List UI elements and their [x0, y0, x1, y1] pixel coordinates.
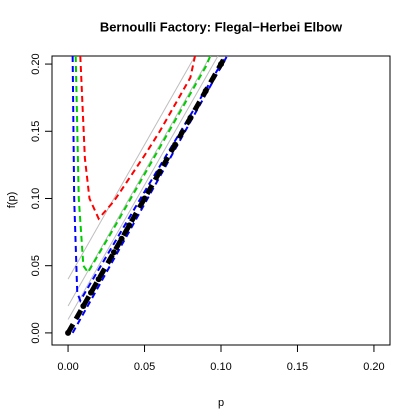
point — [126, 222, 133, 229]
point — [187, 114, 194, 121]
x-tick-label: 0.15 — [287, 361, 308, 373]
y-tick-label: 0.15 — [30, 121, 42, 142]
curve — [79, 56, 196, 221]
curve — [74, 56, 212, 275]
y-axis-label: f(p) — [6, 192, 18, 209]
plot-box — [51, 55, 391, 346]
point — [88, 289, 94, 296]
y-tick-label: 0.10 — [30, 188, 42, 209]
x-tick-label: 0.05 — [134, 361, 155, 373]
point — [118, 235, 125, 242]
curve — [67, 56, 219, 320]
curve — [65, 56, 228, 335]
x-tick-label: 0.20 — [363, 361, 384, 373]
curve — [71, 56, 228, 334]
point — [156, 168, 163, 175]
curve — [67, 56, 211, 307]
chart-title: Bernoulli Factory: Flegal−Herbei Elbow — [100, 19, 343, 34]
point — [80, 303, 87, 310]
point — [95, 276, 102, 283]
curve — [67, 56, 196, 280]
point — [65, 329, 72, 336]
point — [110, 249, 117, 256]
y-tick-label: 0.20 — [30, 53, 42, 74]
y-tick-label: 0.05 — [30, 255, 42, 276]
x-tick-label: 0.10 — [210, 361, 231, 373]
x-tick-label: 0.00 — [57, 361, 78, 373]
y-tick-label: 0.00 — [30, 322, 42, 343]
point — [218, 61, 224, 68]
point — [141, 195, 148, 202]
point — [202, 87, 209, 94]
x-axis-label: p — [218, 397, 224, 409]
point — [172, 141, 179, 148]
